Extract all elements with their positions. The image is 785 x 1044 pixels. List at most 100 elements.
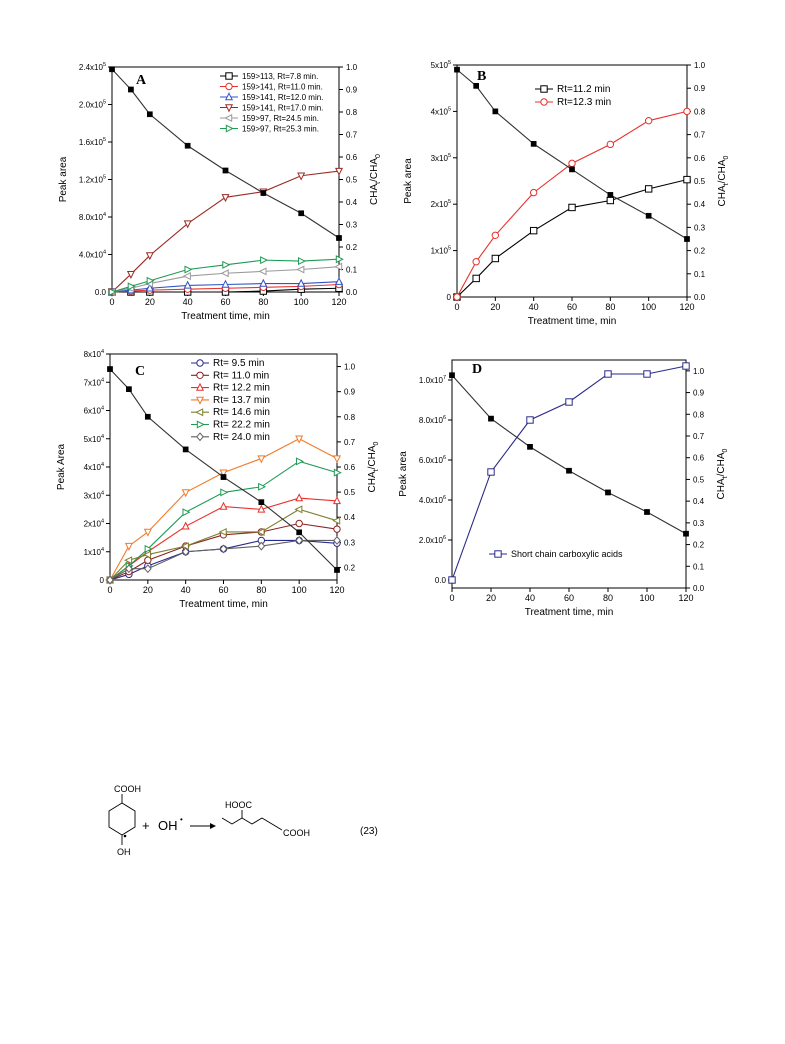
data-point: [256, 527, 265, 536]
data-point: [526, 416, 534, 424]
y2-label-part: CHA: [367, 445, 378, 466]
data-point: [109, 66, 115, 73]
data-point: [126, 270, 135, 280]
x-tick-label: 40: [181, 585, 191, 595]
y2-tick-label: 0.7: [693, 432, 705, 441]
y2-axis-label: CHAt/CHA0: [367, 441, 380, 492]
y2-tick-label: 0.7: [346, 131, 358, 140]
data-point: [448, 576, 456, 584]
data-point: [473, 83, 480, 89]
legend-label: Rt= 11.0 min: [213, 370, 269, 381]
data-point: [683, 175, 691, 184]
data-point: [257, 541, 266, 551]
y2-tick-label: 1.0: [693, 367, 705, 376]
y2-tick-label: 0.6: [344, 463, 356, 472]
y2-label-part: t: [723, 183, 730, 185]
data-point: [334, 567, 340, 573]
y-tick-exponent: 4: [101, 490, 104, 496]
data-point: [565, 398, 573, 406]
x-tick-label: 120: [329, 585, 344, 595]
data-point: [182, 446, 189, 453]
data-point: [125, 564, 133, 574]
x-tick-label: 100: [639, 593, 654, 603]
legend-marker: [494, 550, 502, 558]
legend-marker: [195, 382, 205, 391]
x-tick-label: 60: [218, 585, 228, 595]
legend-label: Rt=12.3 min: [557, 97, 611, 108]
y-tick-label: 3x104: [84, 490, 104, 500]
y-tick-label: 2.0x105: [79, 100, 106, 110]
data-point: [221, 279, 230, 288]
y2-tick-label: 0.4: [694, 200, 706, 209]
y-tick-label: 1x105: [431, 246, 451, 256]
data-point: [334, 167, 344, 176]
data-point: [607, 192, 614, 198]
data-point: [604, 370, 612, 378]
data-point: [568, 203, 576, 212]
data-point: [107, 366, 113, 372]
data-point: [297, 257, 306, 266]
y-tick-label: 2x105: [431, 199, 451, 209]
data-point: [332, 496, 342, 505]
reaction-equation: COOH OH + OH • HOOC COOH (23): [0, 770, 785, 880]
data-point: [295, 493, 304, 502]
y-tick-label: 1.0x107: [419, 375, 446, 385]
data-point: [257, 455, 266, 464]
y2-tick-label: 0.9: [344, 388, 356, 397]
data-point: [259, 278, 268, 287]
data-point: [221, 194, 230, 203]
y2-tick-label: 0.6: [694, 154, 706, 163]
x-tick-label: 80: [256, 585, 266, 595]
data-point: [257, 504, 266, 513]
y-tick-label: 0: [100, 576, 105, 585]
y-tick-label: 1x104: [84, 547, 104, 557]
y-axis-label: Peak area: [58, 156, 69, 202]
panel-letter: B: [477, 69, 486, 84]
legend-label: 159>141, Rt=17.0 min.: [242, 104, 323, 113]
y2-label-part: /: [369, 179, 380, 182]
legend-marker: [225, 124, 234, 133]
x-tick-label: 20: [145, 297, 155, 307]
data-point: [144, 413, 151, 420]
data-point: [568, 159, 576, 168]
legend-marker: [224, 92, 234, 101]
data-point: [146, 276, 155, 285]
y-axis-label: Peak area: [403, 158, 414, 204]
x-tick-label: 120: [679, 302, 694, 312]
data-point: [181, 547, 190, 557]
x-tick-label: 0: [109, 297, 114, 307]
data-point: [569, 166, 575, 173]
data-point: [222, 167, 229, 174]
y-tick-label: 7x104: [84, 377, 104, 387]
y2-tick-label: 0.5: [344, 488, 356, 497]
y2-label-part: CHA: [367, 471, 378, 492]
y2-tick-label: 0.2: [694, 247, 706, 256]
y2-tick-label: 0.6: [693, 454, 705, 463]
y2-label-part: CHA: [369, 158, 380, 179]
y2-tick-label: 0.1: [346, 266, 358, 275]
legend-label: 159>141, Rt=11.0 min.: [242, 83, 323, 92]
data-point: [220, 474, 227, 480]
data-point: [143, 528, 152, 537]
y2-label-part: /: [717, 180, 728, 183]
plus-sign: +: [142, 818, 150, 833]
y2-tick-label: 0.2: [346, 243, 358, 252]
y2-tick-label: 0.8: [344, 413, 356, 422]
x-tick-label: 60: [567, 302, 577, 312]
data-point: [644, 116, 653, 125]
data-point: [333, 535, 341, 545]
y2-label-part: CHA: [369, 184, 380, 205]
y-tick-label: 8x104: [84, 349, 104, 359]
data-point: [124, 556, 133, 565]
data-point: [183, 220, 192, 229]
x-tick-label: 40: [183, 297, 193, 307]
y-axis-label: Peak Area: [56, 443, 67, 490]
y-tick-label: 5x104: [84, 434, 104, 444]
legend-marker: [196, 432, 204, 442]
data-point: [295, 519, 303, 528]
data-point: [184, 142, 191, 149]
data-point: [219, 544, 228, 554]
data-point: [606, 140, 615, 149]
y-tick-label: 2x104: [84, 519, 104, 529]
